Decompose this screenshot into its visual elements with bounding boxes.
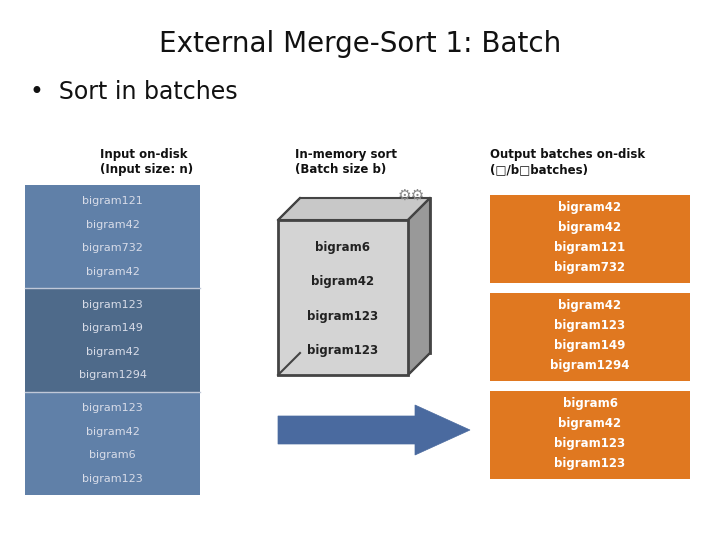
Text: External Merge-Sort 1: Batch: External Merge-Sort 1: Batch: [159, 30, 561, 58]
Polygon shape: [278, 198, 430, 220]
Text: bigram123: bigram123: [307, 310, 379, 323]
Text: bigram1294: bigram1294: [550, 360, 630, 373]
Text: bigram123: bigram123: [82, 403, 143, 413]
Text: bigram42: bigram42: [86, 427, 140, 437]
Text: bigram6: bigram6: [315, 241, 371, 254]
Bar: [490, 391, 690, 479]
Text: bigram732: bigram732: [82, 244, 143, 253]
Text: bigram123: bigram123: [554, 457, 626, 470]
Text: bigram6: bigram6: [89, 450, 136, 460]
Text: bigram42: bigram42: [559, 221, 621, 234]
Text: bigram732: bigram732: [554, 261, 626, 274]
Polygon shape: [278, 405, 470, 455]
Text: bigram42: bigram42: [312, 275, 374, 288]
Bar: [278, 220, 408, 375]
Bar: [25, 185, 200, 288]
Text: bigram42: bigram42: [559, 417, 621, 430]
Text: bigram121: bigram121: [554, 241, 626, 254]
Text: bigram149: bigram149: [554, 340, 626, 353]
Text: bigram1294: bigram1294: [78, 370, 146, 380]
Text: bigram42: bigram42: [559, 201, 621, 214]
Text: bigram42: bigram42: [86, 220, 140, 230]
Text: •  Sort in batches: • Sort in batches: [30, 80, 238, 104]
Text: Output batches on-disk
(□/b□batches): Output batches on-disk (□/b□batches): [490, 148, 645, 176]
Text: bigram123: bigram123: [82, 474, 143, 483]
Bar: [25, 392, 200, 495]
Polygon shape: [408, 198, 430, 375]
Text: bigram42: bigram42: [559, 300, 621, 313]
Text: bigram149: bigram149: [82, 323, 143, 333]
Text: bigram6: bigram6: [562, 397, 618, 410]
Text: bigram123: bigram123: [307, 345, 379, 357]
Text: Input on-disk
(Input size: n): Input on-disk (Input size: n): [100, 148, 193, 176]
Text: bigram123: bigram123: [554, 320, 626, 333]
Text: bigram123: bigram123: [82, 300, 143, 310]
Bar: [490, 293, 690, 381]
Text: bigram42: bigram42: [86, 347, 140, 357]
Bar: [300, 198, 430, 353]
Text: bigram121: bigram121: [82, 197, 143, 206]
Text: In-memory sort
(Batch size b): In-memory sort (Batch size b): [295, 148, 397, 176]
Bar: [490, 195, 690, 283]
Bar: [25, 288, 200, 392]
Text: ⚙⚙: ⚙⚙: [397, 188, 425, 203]
Text: bigram42: bigram42: [86, 267, 140, 277]
Text: bigram123: bigram123: [554, 437, 626, 450]
